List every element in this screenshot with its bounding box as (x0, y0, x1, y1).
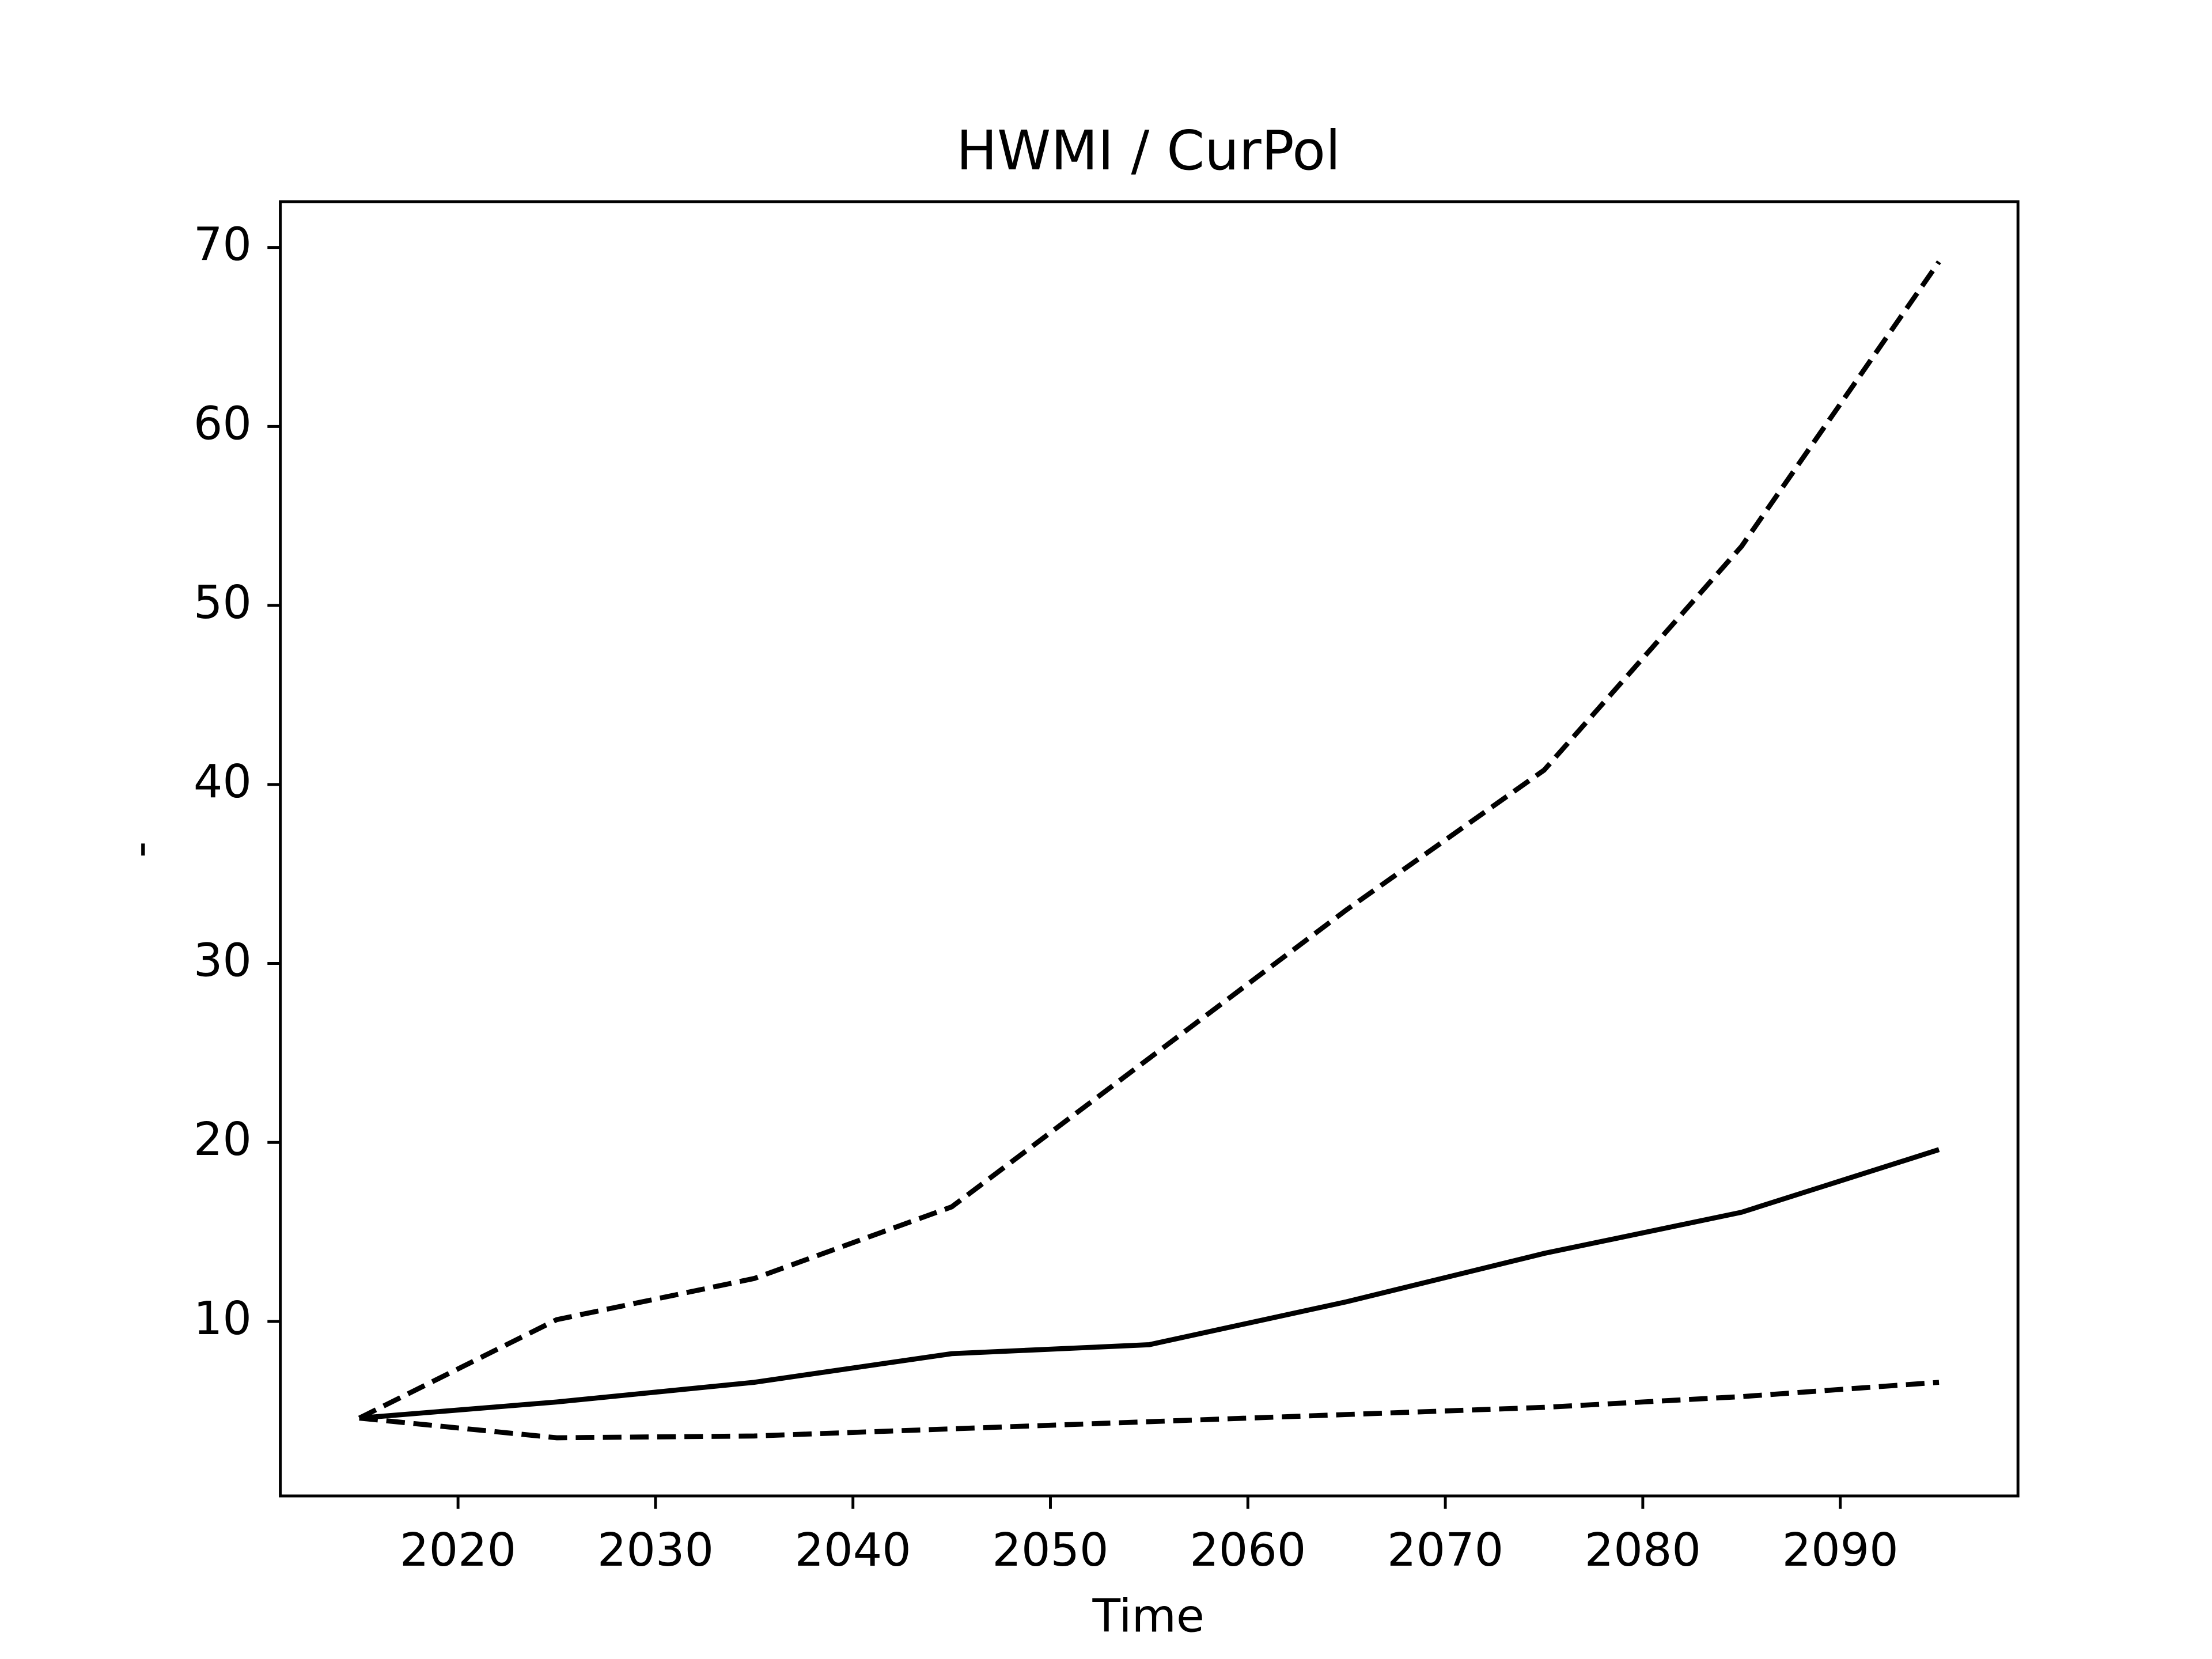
chart-title: HWMI / CurPol (956, 119, 1340, 183)
line-series (359, 1147, 1940, 1421)
x-tick-label: 2070 (1387, 1523, 1503, 1577)
y-tick-label: 70 (194, 218, 252, 271)
y-tick-label: 10 (194, 1291, 252, 1345)
x-tick-label: 2050 (992, 1523, 1108, 1577)
y-tick-label: 40 (194, 755, 252, 808)
plot-frame (279, 200, 2020, 1498)
y-tick-label: 60 (194, 396, 252, 450)
x-tick-label: 2040 (795, 1523, 911, 1577)
x-axis-label: Time (1092, 1589, 1204, 1642)
x-tick-label: 2090 (1782, 1523, 1899, 1577)
y-axis-label: - (113, 841, 166, 858)
y-tick-label: 50 (194, 575, 252, 629)
x-tick-label: 2060 (1190, 1523, 1306, 1577)
line-series (358, 260, 1941, 1421)
y-tick-label: 20 (194, 1112, 252, 1166)
line-series (359, 1380, 1940, 1441)
y-tick-label: 30 (194, 934, 252, 987)
x-tick-label: 2020 (400, 1523, 516, 1577)
x-tick-label: 2030 (597, 1523, 714, 1577)
x-tick-label: 2080 (1585, 1523, 1701, 1577)
